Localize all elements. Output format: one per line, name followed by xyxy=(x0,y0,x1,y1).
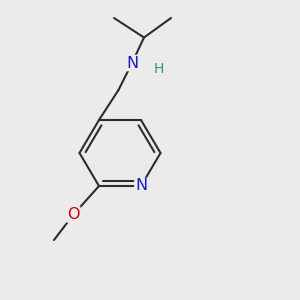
Text: N: N xyxy=(135,178,147,194)
Text: O: O xyxy=(67,207,80,222)
Text: H: H xyxy=(154,62,164,76)
Text: N: N xyxy=(126,56,138,70)
